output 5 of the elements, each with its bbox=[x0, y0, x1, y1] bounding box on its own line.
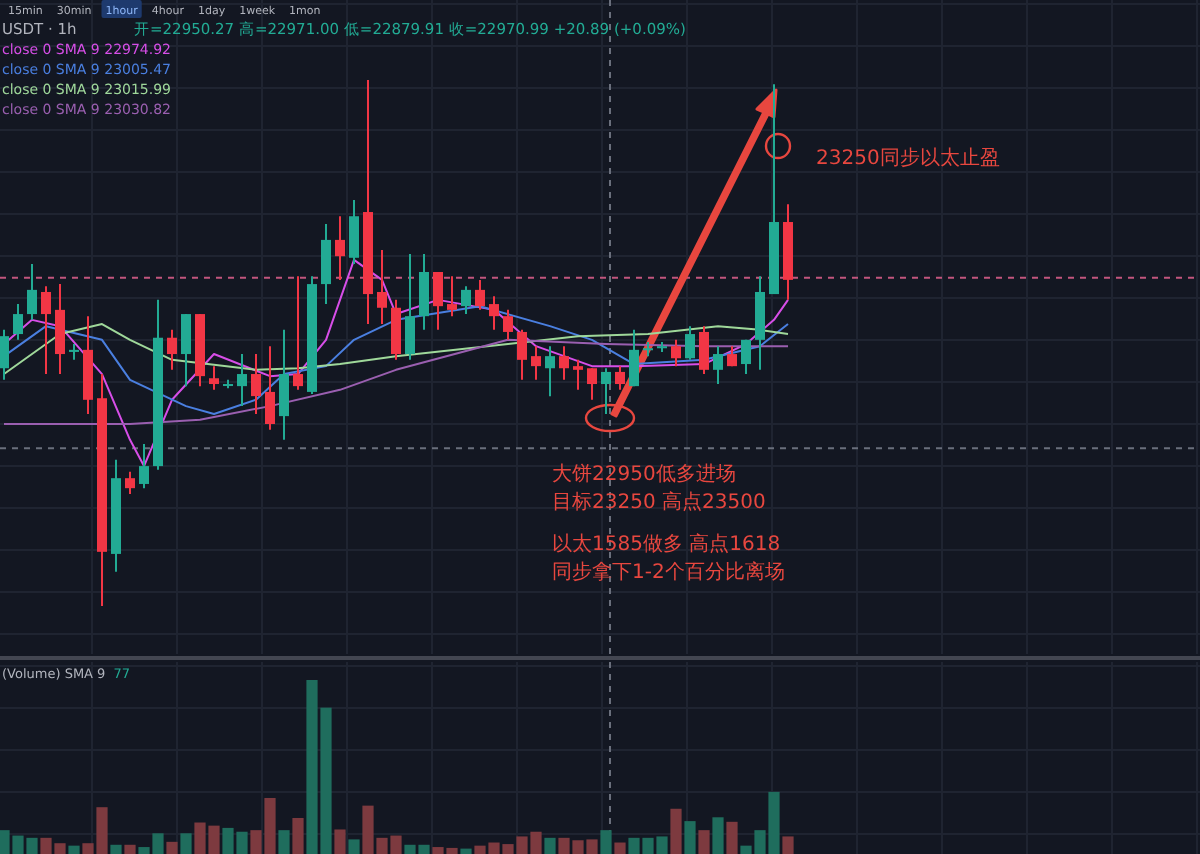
annotation: 目标23250 高点23500 bbox=[552, 490, 766, 514]
text: 23250同步以太止盈 bbox=[816, 146, 1000, 170]
annotation: 大饼22950低多进场 bbox=[552, 462, 736, 486]
annotation: 同步拿下1-2个百分比离场 bbox=[552, 560, 785, 584]
annotation: 以太1585做多 高点1618 bbox=[552, 532, 781, 556]
